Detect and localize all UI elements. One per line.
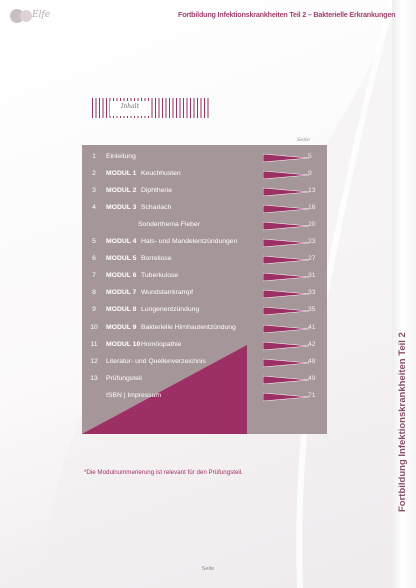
toc-number: 3 [92, 186, 96, 194]
toc-row[interactable]: 8 MODUL 7 Wundstarrkrampf 33 [82, 288, 327, 300]
logo-circle-icon [20, 10, 32, 22]
toc-title: Prüfungsteil [106, 374, 142, 382]
toc-page-number: 35 [308, 306, 316, 314]
toc-pointer-icon [263, 221, 309, 231]
toc-title: Bakterielle Hirnhautentzündung [141, 323, 236, 331]
toc-number: 12 [90, 357, 98, 365]
toc-row[interactable]: 5 MODUL 4 Hals- und Mandelentzündungen 23 [82, 237, 327, 249]
toc-title: Tuberkulose [141, 272, 179, 280]
toc-page-number: 42 [308, 340, 316, 348]
toc-row[interactable]: ISBN | Impressum 71 [82, 391, 327, 403]
toc-module: MODUL 5 [106, 255, 137, 263]
toc-pointer-icon [263, 358, 309, 367]
toc-title: ISBN | Impressum [106, 391, 162, 399]
section-tab-label: Inhalt [120, 103, 139, 110]
toc-page-number: 41 [308, 323, 316, 331]
toc-title: Hals- und Mandelentzündungen [141, 238, 238, 245]
toc-number: 5 [92, 238, 96, 245]
toc-page-number: 5 [308, 152, 312, 160]
toc-row[interactable]: 11 MODUL 10 Homöopathie 42 [82, 340, 327, 352]
toc-pointer-icon [263, 375, 309, 385]
toc-row[interactable]: Sonderthema Fieber 20 [82, 220, 327, 232]
toc-number: 13 [90, 374, 98, 382]
toc-page-number: 48 [308, 357, 316, 365]
toc-number: 10 [90, 323, 98, 331]
toc-number: 11 [90, 340, 98, 348]
toc-page-number: 16 [308, 203, 316, 211]
section-tab-box [110, 101, 150, 116]
toc-pointer-icon [263, 204, 309, 214]
toc-title: Literatur- und Quellenverzeichnis [106, 357, 206, 365]
toc-number: 7 [92, 272, 96, 280]
footnote: *Die Modulnummerierung ist relevant für … [84, 469, 243, 476]
toc-row[interactable]: 1 Einleitung 5 [82, 152, 327, 164]
toc-title: Sonderthema Fieber [138, 220, 200, 228]
toc-title: Lungenentzündung [141, 306, 200, 314]
toc-title: Diphtherie [141, 186, 172, 194]
toc-pointer-icon [263, 307, 309, 316]
toc-pointer-icon [263, 341, 309, 350]
toc-number: 4 [92, 203, 96, 211]
toc-title: Homöopathie [141, 340, 182, 348]
toc-title: Wundstarrkrampf [141, 289, 193, 297]
toc-row[interactable]: 9 MODUL 8 Lungenentzündung 35 [82, 305, 327, 317]
toc-row[interactable]: 4 MODUL 3 Scharlach 16 [82, 203, 327, 215]
toc-row[interactable]: 7 MODUL 6 Tuberkulose 31 [82, 271, 327, 283]
toc-page-number: 33 [308, 289, 316, 297]
toc-page-number: 31 [308, 272, 316, 280]
toc-title: Keuchhusten [141, 169, 181, 177]
toc-number: 2 [92, 169, 96, 177]
toc-module: MODUL 9 [106, 323, 137, 331]
toc-pointer-icon [263, 324, 309, 333]
toc-row[interactable]: 6 MODUL 5 Borreliose 27 [82, 254, 327, 266]
right-margin-strip [392, 0, 416, 588]
page-footer-label: Seite [201, 566, 215, 572]
toc-module: MODUL 8 [106, 306, 137, 314]
toc-pointer-icon [263, 392, 309, 402]
toc-page-number: 13 [308, 186, 316, 194]
toc-module: MODUL 6 [106, 272, 137, 280]
toc-module: MODUL 10 [106, 340, 141, 348]
running-header-title: Fortbildung Infektionskrankheiten Teil 2… [178, 10, 396, 19]
toc-pointer-icon [263, 255, 309, 265]
toc-pointer-icon [263, 187, 309, 196]
toc-number: 8 [92, 289, 96, 297]
logo-text: Elfe [32, 10, 51, 20]
toc-page-number: 27 [308, 255, 316, 263]
toc-row[interactable]: 12 Literatur- und Quellenverzeichnis 48 [82, 357, 327, 369]
toc-corner-triangle [82, 345, 247, 434]
brand-logo: Elfe [10, 9, 54, 23]
toc-page-number: 9 [308, 169, 312, 177]
page-column-label: Seite [297, 137, 310, 143]
toc-row[interactable]: 10 MODUL 9 Bakterielle Hirnhautentzündung 4… [82, 323, 327, 335]
toc-pointer-icon [263, 289, 309, 299]
toc-page-number: 71 [308, 391, 316, 399]
toc-page-number: 20 [308, 220, 316, 228]
toc-title: Einleitung [106, 152, 136, 160]
toc-pointer-icon [263, 170, 309, 179]
toc-pointer-icon [263, 238, 309, 248]
toc-pointer-icon [263, 272, 309, 282]
toc-row[interactable]: 2 MODUL 1 Keuchhusten 9 [82, 169, 327, 181]
toc-module: MODUL 2 [106, 186, 137, 194]
toc-number: 9 [92, 306, 96, 314]
toc-title: Scharlach [141, 203, 172, 211]
toc-row[interactable]: 13 Prüfungsteil 49 [82, 374, 327, 386]
toc-number: 1 [92, 152, 96, 160]
toc-module: MODUL 4 [106, 238, 137, 245]
toc-page-number: 49 [308, 374, 316, 382]
toc-pointer-icon [263, 153, 309, 162]
toc-row[interactable]: 3 MODUL 2 Diphtherie 13 [82, 186, 327, 198]
toc-module: MODUL 3 [106, 203, 137, 211]
toc-module: MODUL 7 [106, 289, 137, 297]
toc-module: MODUL 1 [106, 169, 137, 177]
toc-page-number: 23 [308, 238, 316, 245]
toc-number: 6 [92, 255, 96, 263]
vertical-side-title: Fortbildung Infektionskrankheiten Teil 2 [397, 332, 408, 512]
toc-title: Borreliose [141, 255, 172, 263]
